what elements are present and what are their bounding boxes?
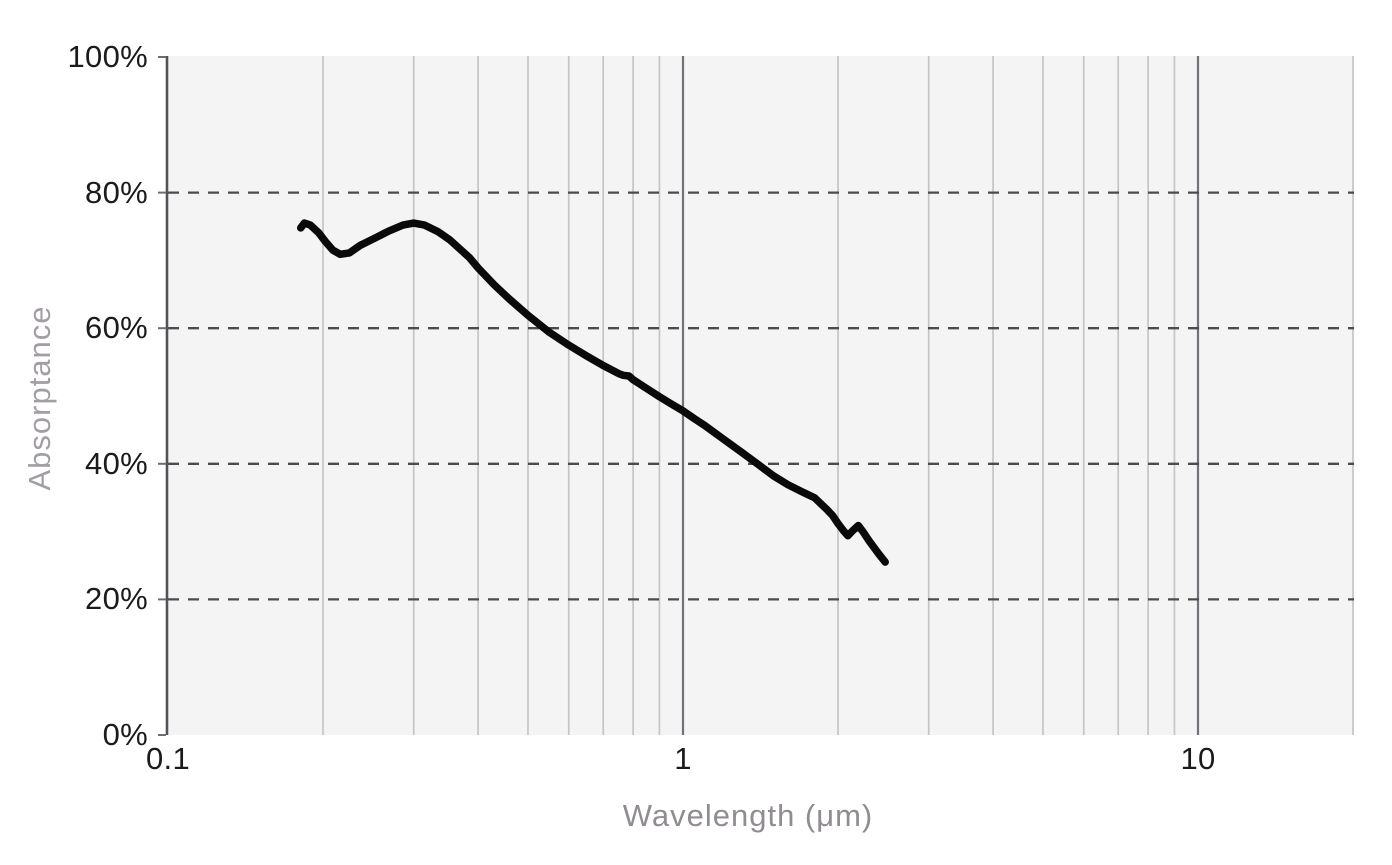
y-tick-label-40: 40%: [85, 446, 148, 481]
y-tick-label-80: 80%: [85, 175, 148, 210]
y-axis-title: Absorptance: [22, 305, 57, 491]
x-axis-title: Wavelength (μm): [622, 798, 874, 833]
x-tick-label-0.1: 0.1: [146, 741, 190, 776]
y-tick-label-60: 60%: [85, 310, 148, 345]
series-line-absorptance: [296, 219, 889, 566]
plot-background: [168, 56, 1354, 735]
y-tick-label-20: 20%: [85, 581, 148, 616]
x-tick-label-10: 10: [1180, 741, 1216, 776]
y-tick-label-100: 100%: [67, 39, 148, 74]
x-tick-label-1: 1: [674, 741, 692, 776]
y-tick-label-0: 0%: [102, 717, 148, 752]
